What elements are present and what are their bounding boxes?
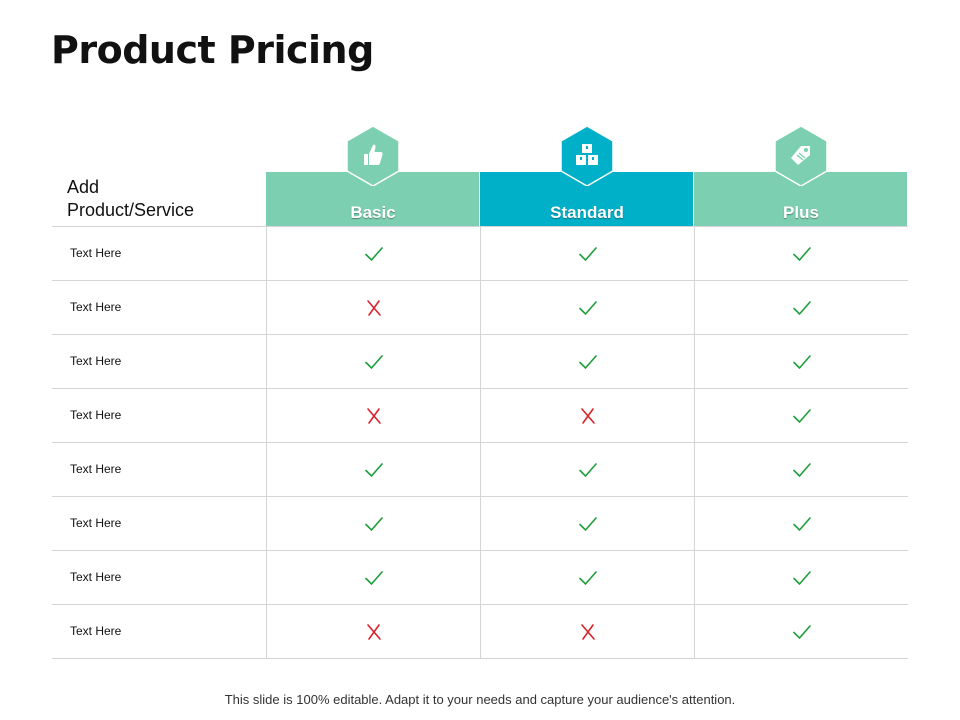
table-cell: [694, 443, 908, 496]
checkmark-icon: [578, 247, 597, 262]
table-cell: [480, 443, 694, 496]
row-label: Text Here: [70, 300, 122, 314]
price-tag-icon: [774, 125, 828, 187]
checkmark-icon: [578, 571, 597, 586]
boxes-icon: [560, 125, 614, 187]
checkmark-icon: [792, 625, 811, 640]
table-cell: [266, 389, 480, 442]
row-label: Text Here: [70, 462, 122, 476]
table-cell: [480, 227, 694, 280]
checkmark-icon: [364, 517, 383, 532]
table-cell: [694, 335, 908, 388]
table-row: Text Here: [52, 496, 908, 550]
plan-name: Basic: [350, 203, 396, 222]
table-cell: [266, 605, 480, 658]
plan-column-standard: Standard: [480, 125, 694, 226]
row-header-label: Add Product/Service: [67, 177, 195, 220]
table-cell: [694, 551, 908, 604]
checkmark-icon: [792, 355, 811, 370]
plan-name: Standard: [550, 203, 624, 222]
table-cell: [480, 497, 694, 550]
table-body: Text Here Text Here Text Here Text Here Text…: [52, 226, 908, 659]
checkmark-icon: [578, 517, 597, 532]
footer-note: This slide is 100% editable. Adapt it to…: [224, 692, 736, 707]
table-row: Text Here: [52, 334, 908, 388]
table-cell: [480, 389, 694, 442]
row-label: Text Here: [70, 354, 122, 368]
table-cell: [266, 335, 480, 388]
checkmark-icon: [364, 355, 383, 370]
checkmark-icon: [578, 463, 597, 478]
checkmark-icon: [364, 247, 383, 262]
table-cell: [694, 605, 908, 658]
table-row: Text Here: [52, 550, 908, 604]
table-cell: [480, 281, 694, 334]
table-row: Text Here: [52, 280, 908, 334]
pricing-table: Add Product/Service Basic Standard Plus Te…: [52, 125, 908, 659]
row-label: Text Here: [70, 570, 122, 584]
table-row: Text Here: [52, 442, 908, 496]
table-cell: [694, 497, 908, 550]
cross-icon: [366, 624, 381, 640]
row-label: Text Here: [70, 624, 122, 638]
table-row: Text Here: [52, 388, 908, 442]
table-cell: [694, 281, 908, 334]
checkmark-icon: [578, 301, 597, 316]
checkmark-icon: [792, 517, 811, 532]
table-cell: [266, 497, 480, 550]
cross-icon: [366, 300, 381, 316]
checkmark-icon: [792, 409, 811, 424]
row-label: Text Here: [70, 408, 122, 422]
table-cell: [694, 227, 908, 280]
cross-icon: [580, 408, 595, 424]
table-cell: [266, 227, 480, 280]
table-cell: [694, 389, 908, 442]
plan-column-basic: Basic: [266, 125, 480, 226]
table-header: Add Product/Service Basic Standard Plus: [52, 125, 908, 226]
checkmark-icon: [792, 463, 811, 478]
table-row: Text Here: [52, 604, 908, 659]
table-cell: [266, 443, 480, 496]
table-cell: [480, 605, 694, 658]
row-label: Text Here: [70, 516, 122, 530]
checkmark-icon: [792, 247, 811, 262]
page-title: Product Pricing: [51, 28, 374, 72]
cross-icon: [580, 624, 595, 640]
checkmark-icon: [364, 571, 383, 586]
table-cell: [480, 551, 694, 604]
checkmark-icon: [578, 355, 597, 370]
table-cell: [480, 335, 694, 388]
row-label: Text Here: [70, 246, 122, 260]
checkmark-icon: [364, 463, 383, 478]
checkmark-icon: [792, 301, 811, 316]
thumbs-up-icon: [346, 125, 400, 187]
table-cell: [266, 551, 480, 604]
plan-name: Plus: [783, 203, 819, 222]
cross-icon: [366, 408, 381, 424]
plan-column-plus: Plus: [694, 125, 908, 226]
checkmark-icon: [792, 571, 811, 586]
table-cell: [266, 281, 480, 334]
table-row: Text Here: [52, 226, 908, 280]
